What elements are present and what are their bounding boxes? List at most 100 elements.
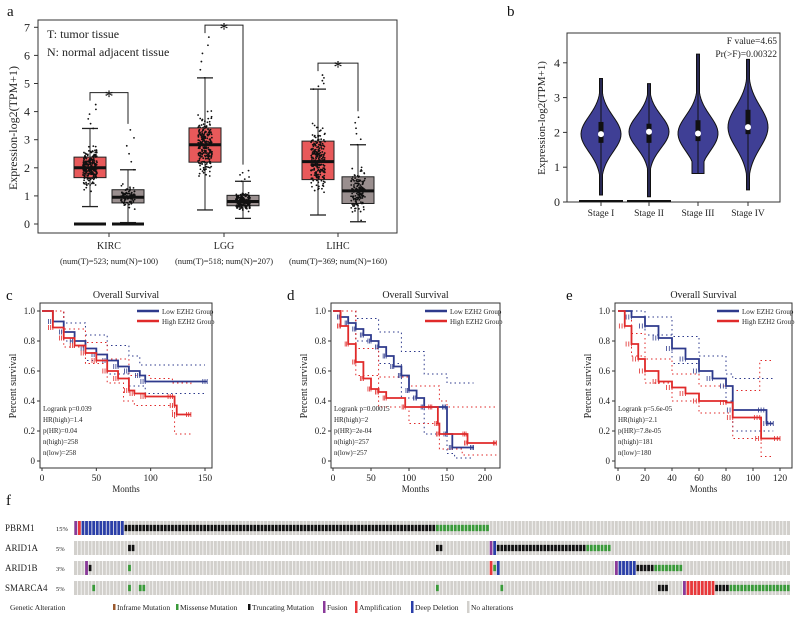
- data-point: [88, 113, 91, 116]
- data-point: [322, 167, 325, 170]
- data-point: [198, 154, 201, 157]
- alteration-deep-deletion: [625, 561, 629, 575]
- gene-name: ARID1B: [5, 563, 38, 573]
- legend-title: Genetic Alteration: [10, 603, 65, 612]
- alteration-truncating: [278, 524, 282, 532]
- data-point: [200, 134, 203, 137]
- data-point: [364, 177, 366, 180]
- alteration-missense: [654, 564, 658, 572]
- data-point: [200, 124, 203, 126]
- data-point: [202, 146, 205, 149]
- data-point: [89, 122, 92, 125]
- alteration-amplification: [697, 581, 701, 595]
- data-point: [133, 168, 135, 171]
- gene-name: PBRM1: [5, 523, 35, 533]
- gene-percent: 3%: [56, 566, 65, 573]
- alteration-truncating: [350, 524, 353, 532]
- alteration-missense: [751, 584, 754, 592]
- data-point: [205, 173, 208, 176]
- alteration-fusion: [85, 561, 88, 575]
- plot-frame: [37, 19, 398, 234]
- data-point: [204, 157, 207, 160]
- data-point: [239, 203, 242, 205]
- alteration-truncating: [332, 524, 335, 532]
- data-point: [206, 110, 209, 113]
- group-counts: (num(T)=369; num(N)=160): [289, 256, 387, 266]
- data-point: [241, 208, 244, 210]
- data-point: [205, 152, 208, 155]
- legend-swatch-amplification: [355, 601, 358, 613]
- legend-swatch-truncating: [248, 604, 251, 610]
- data-point: [207, 36, 210, 39]
- alteration-fusion: [74, 521, 78, 535]
- data-point: [362, 208, 365, 211]
- data-point: [248, 204, 251, 207]
- alteration-deep-deletion: [85, 521, 88, 535]
- alteration-truncating: [357, 524, 360, 532]
- data-point: [248, 195, 250, 198]
- stat-text: p(HR)=2e-04: [334, 427, 372, 435]
- data-point: [204, 154, 206, 157]
- data-point: [354, 197, 357, 200]
- y-axis-label: Percent survival: [299, 353, 310, 418]
- data-point: [323, 191, 325, 194]
- data-point: [313, 167, 316, 170]
- alteration-missense: [128, 564, 131, 572]
- y-tick-label: 0.2: [24, 426, 35, 436]
- alteration-truncating: [650, 564, 654, 572]
- data-point: [201, 118, 204, 121]
- data-point: [204, 136, 207, 138]
- data-point: [199, 164, 201, 167]
- data-point: [205, 168, 207, 171]
- alteration-missense: [92, 584, 96, 592]
- data-point: [91, 170, 93, 173]
- data-point: [355, 196, 358, 199]
- data-point: [124, 198, 127, 201]
- y-tick-label: 0.4: [315, 396, 327, 406]
- alteration-truncating: [550, 544, 554, 552]
- data-point: [207, 117, 210, 120]
- data-point: [359, 184, 362, 186]
- y-tick-label: 0.4: [599, 396, 611, 406]
- y-tick-label: 6: [24, 48, 30, 62]
- legend-tumor: T: tumor tissue: [47, 27, 119, 41]
- alteration-truncating: [142, 524, 146, 532]
- stat-text: HR(high)=1.4: [43, 416, 83, 424]
- legend-label: Missense Mutation: [180, 603, 238, 612]
- legend-label: Low EZH2 Group: [742, 308, 794, 316]
- data-point: [362, 202, 364, 205]
- panel-f-oncoprint: PBRM1 15% ARID1A 5% ARID1B 3% SMARCA4 5% Genetic…: [5, 521, 790, 613]
- data-point: [82, 164, 84, 167]
- data-point: [310, 169, 312, 172]
- oncoprint-row-arid1b: [74, 561, 790, 575]
- alteration-truncating: [242, 524, 246, 532]
- y-tick-label: 0.6: [599, 366, 611, 376]
- alteration-fusion: [683, 581, 686, 595]
- data-point: [202, 129, 204, 131]
- data-point: [313, 124, 316, 127]
- data-point: [197, 114, 199, 116]
- data-point: [198, 172, 201, 175]
- data-point: [363, 179, 366, 182]
- violin-iqr: [745, 109, 751, 135]
- data-point: [245, 205, 248, 208]
- x-tick-label: Stage III: [682, 209, 715, 219]
- alteration-missense: [457, 524, 461, 532]
- oncoprint-row-smarca4: [74, 581, 790, 595]
- data-point: [322, 171, 325, 173]
- alteration-missense: [600, 544, 604, 552]
- data-point: [204, 163, 207, 166]
- y-axis-label: Percent survival: [583, 353, 594, 418]
- data-point: [356, 174, 359, 177]
- data-point: [197, 141, 200, 144]
- alteration-truncating: [153, 524, 156, 532]
- data-point: [358, 195, 361, 198]
- data-point: [312, 179, 315, 182]
- data-point: [354, 210, 356, 212]
- data-point: [315, 179, 318, 182]
- alteration-fusion: [614, 561, 618, 575]
- data-point: [355, 192, 358, 195]
- legend-label: No alterations: [471, 603, 513, 612]
- data-point: [201, 140, 204, 143]
